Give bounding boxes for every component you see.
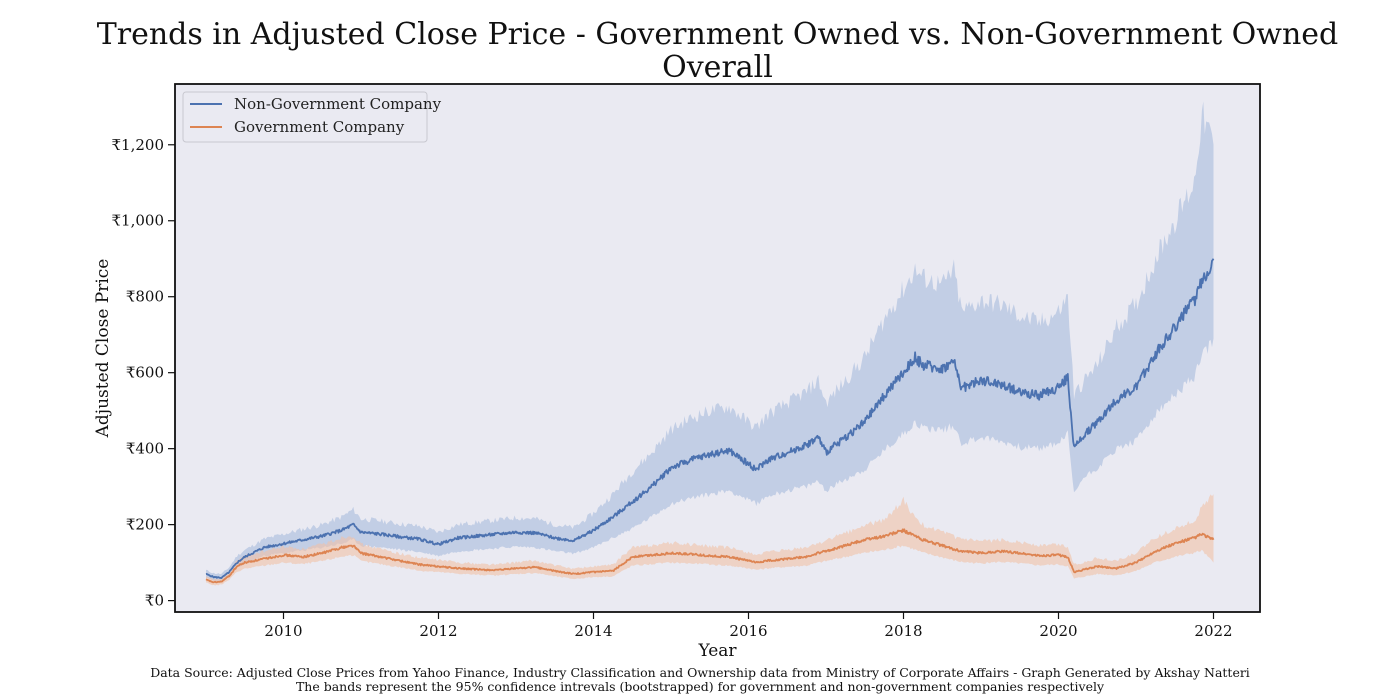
government-company-line: [205, 528, 1215, 584]
legend-box: [182, 91, 428, 143]
y-axis-label: Adjusted Close Price: [93, 259, 113, 439]
chart-title-line-2: Overall: [662, 50, 773, 85]
x-tick-label-2014: 2014: [574, 622, 612, 640]
y-tick-label-1200: ₹1,200: [112, 136, 165, 154]
series-lines: [205, 258, 1215, 584]
x-tick-label-2018: 2018: [884, 622, 922, 640]
y-tick-label-800: ₹800: [126, 288, 164, 306]
x-tick-label-2022: 2022: [1194, 622, 1232, 640]
legend-label-non-government-company: Non-Government Company: [234, 95, 442, 113]
footer-data-source: Data Source: Adjusted Close Prices from …: [150, 665, 1250, 680]
chart-title-line-1: Trends in Adjusted Close Price - Governm…: [96, 17, 1339, 52]
legend: Non-Government Company Government Company: [182, 91, 442, 143]
non-government-company-line: [205, 258, 1215, 579]
chart-title: Trends in Adjusted Close Price - Governm…: [0, 18, 1400, 84]
x-axis-label: Year: [697, 641, 737, 661]
x-axis: 2010 2012 2014 2016 2018 2020 2022: [264, 612, 1233, 640]
y-axis: ₹0 ₹200 ₹400 ₹600 ₹800 ₹1,000 ₹1,200: [112, 136, 175, 610]
x-tick-label-2020: 2020: [1039, 622, 1077, 640]
confidence-bands: [206, 101, 1214, 586]
footer-note: Data Source: Adjusted Close Prices from …: [0, 666, 1400, 694]
y-tick-label-600: ₹600: [126, 364, 164, 382]
non-government-company-band: [206, 101, 1214, 582]
government-company-band: [206, 494, 1214, 586]
x-tick-label-2010: 2010: [264, 622, 302, 640]
y-tick-label-0: ₹0: [145, 592, 164, 610]
y-tick-label-1000: ₹1,000: [112, 212, 165, 230]
x-tick-label-2016: 2016: [729, 622, 767, 640]
legend-label-government-company: Government Company: [234, 118, 405, 136]
plot-frame: [174, 83, 1261, 613]
footer-band-note: The bands represent the 95% confidence i…: [295, 679, 1105, 694]
y-tick-label-400: ₹400: [126, 440, 164, 458]
x-tick-label-2012: 2012: [419, 622, 457, 640]
y-tick-label-200: ₹200: [126, 516, 164, 534]
